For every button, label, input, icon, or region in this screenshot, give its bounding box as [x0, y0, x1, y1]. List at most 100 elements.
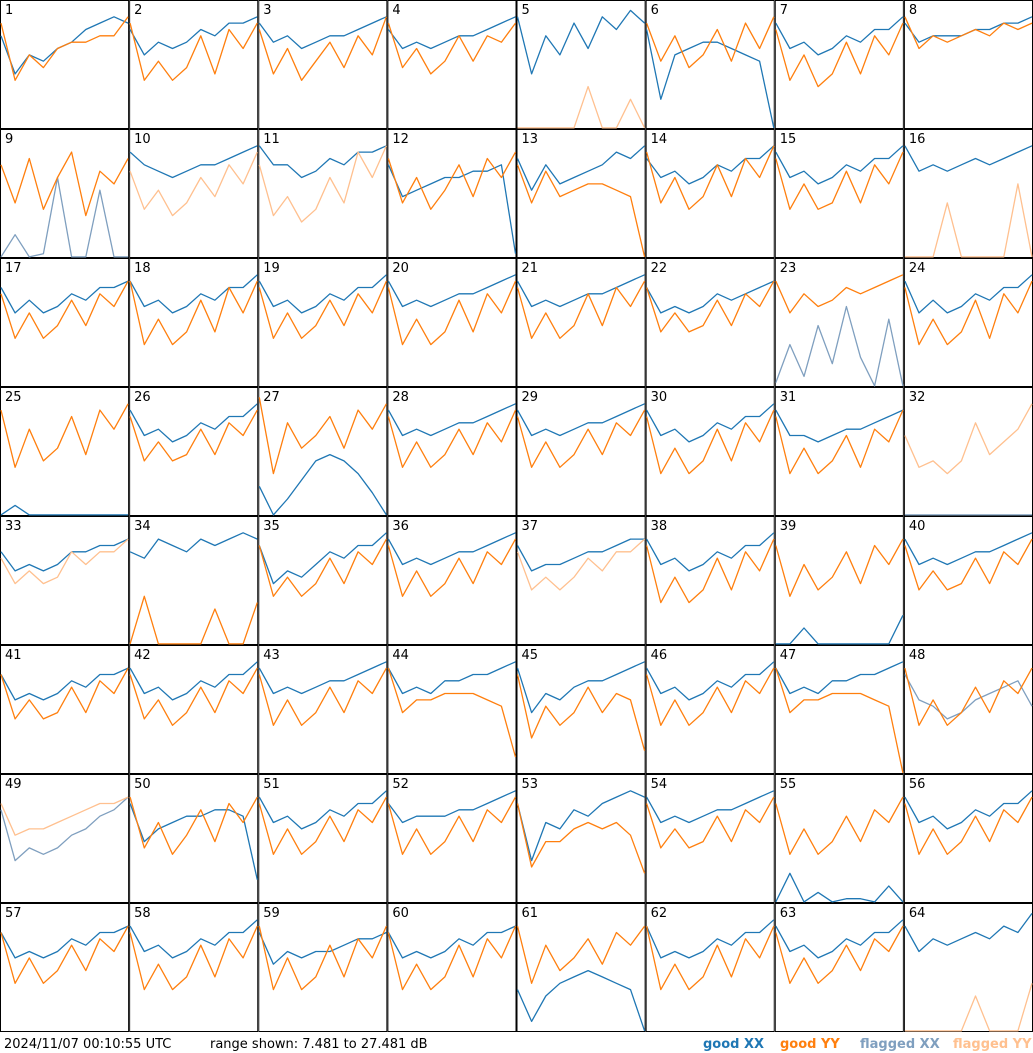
- panel-frame: [387, 516, 517, 645]
- xx-trace: [904, 274, 1033, 314]
- panel: 3: [258, 0, 388, 129]
- panel: 17: [0, 258, 130, 387]
- panel: 24: [903, 258, 1033, 387]
- xx-trace: [258, 790, 387, 830]
- yy-trace: [904, 183, 1033, 258]
- panel-frame: [774, 903, 904, 1032]
- panel-label: 18: [134, 261, 151, 276]
- panel: 51: [258, 774, 388, 903]
- xx-trace: [0, 925, 129, 959]
- panel-label: 45: [522, 648, 539, 663]
- panel: 62: [645, 903, 775, 1032]
- yy-trace: [258, 796, 387, 855]
- panel-label: 21: [522, 261, 539, 276]
- yy-trace: [258, 397, 387, 475]
- panel-frame: [258, 258, 388, 387]
- panel-label: 25: [5, 390, 22, 405]
- panel-frame: [516, 516, 646, 645]
- xx-trace: [0, 176, 129, 258]
- panel-frame: [129, 0, 259, 129]
- panel-frame: [0, 903, 130, 1032]
- panel-label: 40: [909, 519, 926, 534]
- panel: 50: [129, 774, 259, 903]
- panel-frame: [903, 516, 1033, 645]
- panel-frame: [903, 774, 1033, 903]
- panel-label: 11: [263, 132, 280, 147]
- yy-trace: [775, 667, 904, 774]
- xx-trace: [646, 145, 775, 185]
- panel-label: 10: [134, 132, 151, 147]
- panel-label: 62: [651, 906, 668, 921]
- xx-trace: [516, 274, 645, 308]
- panel-frame: [645, 129, 775, 258]
- yy-trace: [516, 280, 646, 339]
- xx-trace: [129, 532, 258, 559]
- panel: 54: [645, 774, 775, 903]
- panel-frame: [645, 258, 775, 387]
- panel-label: 60: [392, 906, 409, 921]
- panel-label: 9: [5, 132, 13, 147]
- legend-entry: good XX: [703, 1037, 764, 1052]
- panel: 36: [387, 516, 517, 645]
- panel: 28: [387, 387, 517, 516]
- panel: 59: [258, 903, 388, 1032]
- xx-trace: [258, 453, 387, 516]
- xx-trace: [516, 403, 645, 437]
- panel-label: 53: [522, 777, 539, 792]
- yy-trace: [645, 16, 775, 69]
- panel-frame: [258, 516, 388, 645]
- panel: 14: [645, 129, 775, 258]
- xx-trace: [646, 919, 775, 959]
- panel-label: 54: [651, 777, 668, 792]
- panel-frame: [903, 645, 1033, 774]
- panel-frame: [387, 903, 517, 1032]
- panel-label: 61: [522, 906, 539, 921]
- panel-label: 2: [134, 3, 142, 18]
- panel: 64: [903, 903, 1033, 1032]
- panel-frame: [645, 387, 775, 516]
- panel: 56: [903, 774, 1033, 903]
- xx-trace: [646, 280, 775, 314]
- panel: 33: [0, 516, 130, 645]
- xx-trace: [516, 790, 645, 862]
- yy-trace: [129, 667, 258, 726]
- yy-trace: [645, 145, 775, 210]
- panel: 26: [129, 387, 259, 516]
- panel-label: 12: [392, 132, 409, 147]
- panel: 29: [516, 387, 646, 516]
- panel-label: 35: [263, 519, 280, 534]
- yy-trace: [904, 796, 1033, 855]
- panel-label: 5: [522, 3, 530, 18]
- panel-label: 23: [780, 261, 797, 276]
- yy-trace: [387, 538, 517, 597]
- yy-trace: [904, 667, 1033, 726]
- panel-label: 46: [651, 648, 668, 663]
- panel-label: 1: [5, 3, 13, 18]
- panel: 27: [258, 387, 388, 516]
- xx-trace: [775, 919, 904, 959]
- panel-label: 47: [780, 648, 797, 663]
- xx-trace: [258, 16, 387, 50]
- yy-trace: [775, 796, 904, 855]
- panel-label: 59: [263, 906, 280, 921]
- xx-trace: [904, 674, 1033, 720]
- yy-trace: [645, 925, 775, 991]
- panel-frame: [774, 387, 904, 516]
- panel-frame: [387, 387, 517, 516]
- xx-trace: [516, 661, 645, 714]
- panel-frame: [774, 774, 904, 903]
- panel: 9: [0, 129, 130, 258]
- panel-frame: [258, 774, 388, 903]
- panel: 63: [774, 903, 904, 1032]
- yy-trace: [904, 538, 1033, 591]
- panel: 60: [387, 903, 517, 1032]
- xx-trace: [387, 925, 516, 959]
- panel: 44: [387, 645, 517, 774]
- yy-trace: [0, 796, 129, 836]
- xx-trace: [387, 532, 516, 566]
- panel-label: 51: [263, 777, 280, 792]
- yy-trace: [0, 538, 129, 585]
- legend-entry: flagged XX: [860, 1037, 940, 1052]
- yy-trace: [258, 16, 388, 81]
- panel-label: 20: [392, 261, 409, 276]
